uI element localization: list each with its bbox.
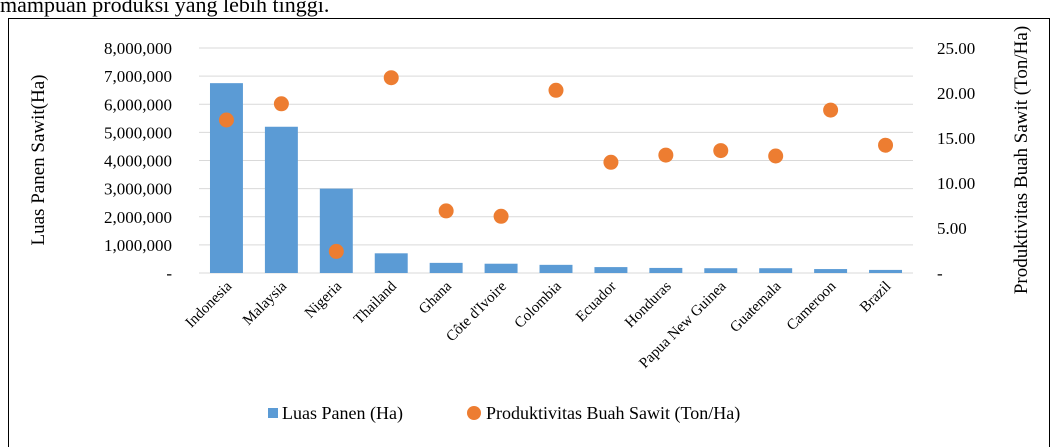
x-tick-label: Honduras (622, 278, 675, 331)
x-tick-label: Ecuador (573, 279, 620, 326)
dot (273, 96, 289, 112)
bar (209, 83, 243, 273)
y-tick-label: 2,000,000 (104, 208, 172, 227)
bar (319, 188, 353, 273)
legend-swatch (467, 406, 481, 420)
bar (429, 262, 463, 273)
y-tick-label: 7,000,000 (104, 67, 172, 86)
x-tick-label: Brazil (857, 279, 894, 316)
x-tick-label: Indonesia (183, 278, 236, 331)
dot (328, 243, 344, 259)
dot (768, 148, 784, 164)
bar (374, 253, 408, 273)
x-tick-label: Nigeria (302, 278, 345, 321)
x-tick-label: Cameroon (784, 278, 840, 334)
x-tick-label: Malaysia (240, 278, 290, 328)
x-tick-label: Ghana (416, 278, 455, 317)
y-tick-label: 6,000,000 (104, 95, 172, 114)
dot (438, 203, 454, 219)
y2-axis-label: Produktivitas Buah Sawit (Ton/Ha) (1011, 26, 1032, 294)
dot (823, 102, 839, 118)
x-tick-label: Colombia (512, 278, 565, 331)
dot (493, 208, 509, 224)
x-tick-label: Guatemala (727, 278, 784, 335)
y-tick-label: 5,000,000 (104, 123, 172, 142)
bar (594, 267, 628, 273)
legend-label: Luas Panen (Ha) (282, 403, 403, 424)
y-tick-label: - (166, 264, 172, 283)
y2-tick-label: 5.00 (937, 219, 967, 238)
y-tick-label: 8,000,000 (104, 39, 172, 58)
y-tick-label: 1,000,000 (104, 236, 172, 255)
y2-tick-label: 10.00 (937, 174, 975, 193)
bar (704, 268, 738, 273)
y2-tick-label: - (937, 264, 943, 283)
y2-tick-label: 20.00 (937, 84, 975, 103)
bar (759, 268, 793, 273)
y2-tick-label: 25.00 (937, 39, 975, 58)
bar (869, 269, 903, 273)
y-tick-label: 4,000,000 (104, 152, 172, 171)
bar (484, 263, 518, 273)
legend-label: Produktivitas Buah Sawit (Ton/Ha) (486, 403, 740, 424)
dot (548, 82, 564, 98)
dot (218, 112, 234, 128)
bar (814, 269, 848, 273)
legend-swatch (268, 408, 278, 418)
bar (649, 267, 683, 273)
dot (603, 154, 619, 170)
dot (658, 147, 674, 163)
y2-tick-label: 15.00 (937, 129, 975, 148)
x-tick-label: Thailand (351, 278, 400, 327)
y-tick-label: 3,000,000 (104, 180, 172, 199)
page-text: mampuan produksi yang lebih tinggi. (0, 0, 329, 17)
bar (539, 264, 573, 273)
y-axis-label: Luas Panen Sawit(Ha) (28, 75, 49, 246)
dot (878, 137, 894, 153)
dot (713, 143, 729, 159)
chart-frame (8, 18, 1050, 447)
dot (383, 70, 399, 86)
bar (264, 126, 298, 273)
